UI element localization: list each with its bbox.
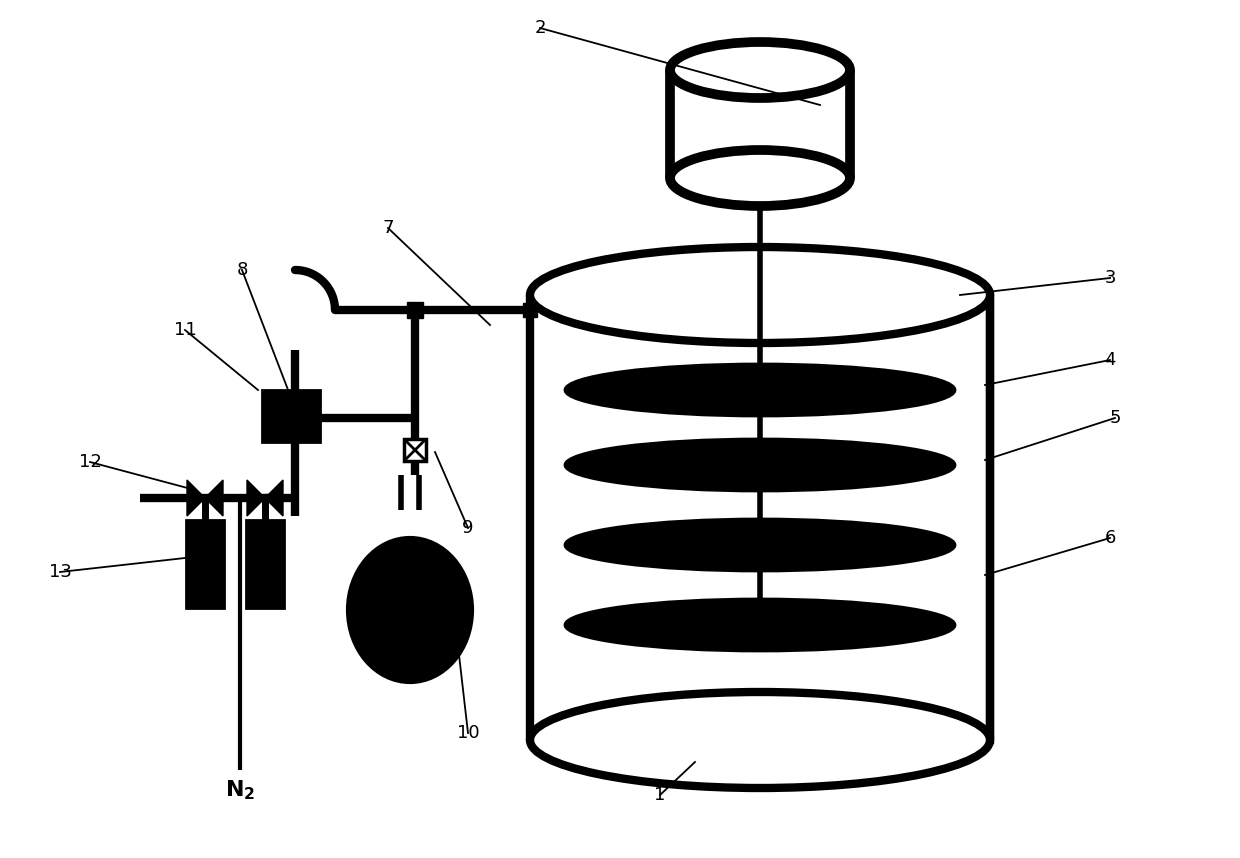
- Text: 6: 6: [1105, 529, 1116, 547]
- Text: 2: 2: [534, 19, 546, 37]
- Ellipse shape: [565, 519, 955, 571]
- Text: 9: 9: [463, 519, 474, 537]
- Ellipse shape: [529, 692, 990, 788]
- Text: 4: 4: [1105, 351, 1116, 369]
- Text: $\mathbf{N_2}$: $\mathbf{N_2}$: [224, 778, 255, 801]
- Bar: [523, 303, 537, 317]
- Text: 7: 7: [382, 219, 394, 237]
- Ellipse shape: [565, 599, 955, 651]
- Ellipse shape: [348, 538, 472, 682]
- Ellipse shape: [529, 247, 990, 343]
- Polygon shape: [187, 480, 205, 516]
- Text: 13: 13: [48, 563, 72, 581]
- Polygon shape: [205, 480, 223, 516]
- Text: 12: 12: [78, 453, 102, 471]
- Bar: [407, 302, 423, 318]
- Bar: [186, 520, 224, 608]
- Text: 5: 5: [1110, 409, 1121, 427]
- Text: 10: 10: [456, 724, 480, 742]
- Bar: [246, 520, 284, 608]
- Polygon shape: [247, 480, 265, 516]
- Ellipse shape: [670, 42, 849, 98]
- Text: 8: 8: [237, 261, 248, 279]
- Text: 11: 11: [174, 321, 196, 339]
- Bar: [404, 439, 427, 461]
- Ellipse shape: [565, 364, 955, 416]
- Bar: [262, 390, 320, 442]
- Ellipse shape: [670, 150, 849, 206]
- Text: 1: 1: [655, 786, 666, 804]
- Ellipse shape: [565, 439, 955, 491]
- Polygon shape: [265, 480, 283, 516]
- Text: 3: 3: [1105, 269, 1116, 287]
